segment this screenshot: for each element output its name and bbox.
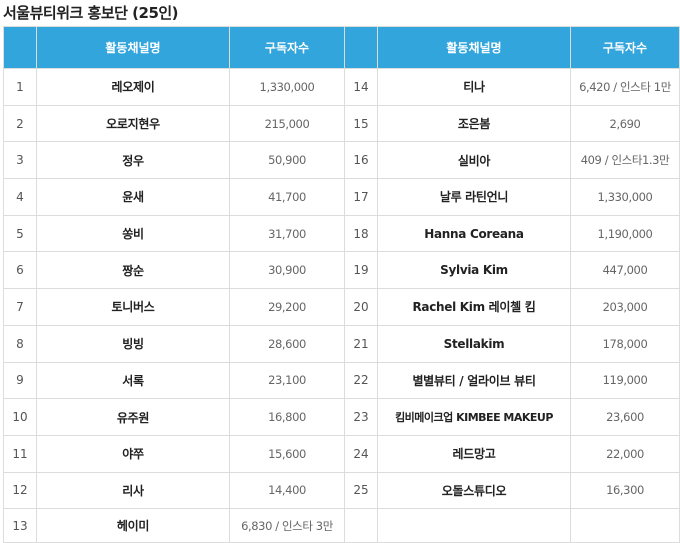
subscriber-count: 447,000 <box>570 251 680 290</box>
row-number: 9 <box>3 361 37 400</box>
subscriber-count: 178,000 <box>570 324 680 363</box>
table-row: 10 유주원 16,800 23 킴비메이크업 KIMBEE MAKEUP 23… <box>3 398 680 436</box>
subscriber-count: 1,330,000 <box>229 68 345 106</box>
row-number: 8 <box>3 324 37 363</box>
channel-name: Rachel Kim 레이첼 킴 <box>377 288 571 326</box>
subscriber-count: 16,300 <box>570 471 680 510</box>
subscriber-count: 15,600 <box>229 434 345 473</box>
subscriber-count: 203,000 <box>570 288 680 326</box>
channel-name: Hanna Coreana <box>377 214 571 253</box>
row-number: 24 <box>344 434 378 473</box>
table-row: 11 야쭈 15,600 24 레드망고 22,000 <box>3 434 680 473</box>
channel-name: 정우 <box>36 141 230 180</box>
channel-name: 레오제이 <box>36 68 230 106</box>
channel-name: Stellakim <box>377 324 571 363</box>
header-channel-left: 활동채널명 <box>36 26 230 69</box>
empty-cell <box>570 508 680 543</box>
subscriber-count: 1,190,000 <box>570 214 680 253</box>
row-number: 19 <box>344 251 378 290</box>
header-number-right <box>344 26 378 69</box>
subscriber-count: 409 / 인스타1.3만 <box>570 141 680 180</box>
channel-name: 짱순 <box>36 251 230 290</box>
row-number: 11 <box>3 434 37 473</box>
channel-name: 조은봄 <box>377 104 571 143</box>
row-number: 25 <box>344 471 378 510</box>
header-subscribers-left: 구독자수 <box>229 26 345 69</box>
subscriber-count: 23,600 <box>570 398 680 436</box>
subscriber-count: 215,000 <box>229 104 345 143</box>
channel-name: Sylvia Kim <box>377 251 571 290</box>
header-channel-right: 활동채널명 <box>377 26 571 69</box>
channel-name: 킴비메이크업 KIMBEE MAKEUP <box>377 398 571 436</box>
channel-name: 실비아 <box>377 141 571 180</box>
row-number: 15 <box>344 104 378 143</box>
row-number: 16 <box>344 141 378 180</box>
table-header-row: 활동채널명 구독자수 활동채널명 구독자수 <box>3 26 680 69</box>
row-number: 7 <box>3 288 37 326</box>
row-number: 13 <box>3 508 37 543</box>
channel-name: 쏭비 <box>36 214 230 253</box>
table-row: 8 빙빙 28,600 21 Stellakim 178,000 <box>3 324 680 363</box>
channel-name: 서록 <box>36 361 230 400</box>
channel-name: 빙빙 <box>36 324 230 363</box>
channel-name: 오로지현우 <box>36 104 230 143</box>
row-number: 2 <box>3 104 37 143</box>
table-row: 1 레오제이 1,330,000 14 티나 6,420 / 인스타 1만 <box>3 68 680 106</box>
row-number: 23 <box>344 398 378 436</box>
channel-name: 헤이미 <box>36 508 230 543</box>
subscriber-count: 31,700 <box>229 214 345 253</box>
row-number: 12 <box>3 471 37 510</box>
promoter-table: 활동채널명 구독자수 활동채널명 구독자수 1 레오제이 1,330,000 1… <box>3 26 680 543</box>
header-number-left <box>3 26 37 69</box>
channel-name: 레드망고 <box>377 434 571 473</box>
channel-name: 날루 라틴언니 <box>377 178 571 216</box>
row-number: 4 <box>3 178 37 216</box>
table-row: 13 헤이미 6,830 / 인스타 3만 <box>3 508 680 543</box>
subscriber-count: 2,690 <box>570 104 680 143</box>
subscriber-count: 16,800 <box>229 398 345 436</box>
row-number: 14 <box>344 68 378 106</box>
subscriber-count: 29,200 <box>229 288 345 326</box>
subscriber-count: 23,100 <box>229 361 345 400</box>
row-number: 10 <box>3 398 37 436</box>
channel-name: 토니버스 <box>36 288 230 326</box>
row-number: 20 <box>344 288 378 326</box>
table-row: 3 정우 50,900 16 실비아 409 / 인스타1.3만 <box>3 141 680 180</box>
subscriber-count: 50,900 <box>229 141 345 180</box>
row-number: 18 <box>344 214 378 253</box>
row-number: 1 <box>3 68 37 106</box>
page-title: 서울뷰티위크 홍보단 (25인) <box>3 4 179 22</box>
table-row: 6 짱순 30,900 19 Sylvia Kim 447,000 <box>3 251 680 290</box>
channel-name: 별별뷰티 / 얼라이브 뷰티 <box>377 361 571 400</box>
table-row: 7 토니버스 29,200 20 Rachel Kim 레이첼 킴 203,00… <box>3 288 680 326</box>
subscriber-count: 119,000 <box>570 361 680 400</box>
header-subscribers-right: 구독자수 <box>570 26 680 69</box>
row-number: 3 <box>3 141 37 180</box>
channel-name: 윤새 <box>36 178 230 216</box>
row-number: 21 <box>344 324 378 363</box>
row-number: 5 <box>3 214 37 253</box>
subscriber-count: 30,900 <box>229 251 345 290</box>
subscriber-count: 1,330,000 <box>570 178 680 216</box>
channel-name: 야쭈 <box>36 434 230 473</box>
subscriber-count: 6,420 / 인스타 1만 <box>570 68 680 106</box>
table-row: 4 윤새 41,700 17 날루 라틴언니 1,330,000 <box>3 178 680 216</box>
subscriber-count: 22,000 <box>570 434 680 473</box>
subscriber-count: 41,700 <box>229 178 345 216</box>
empty-cell <box>377 508 571 543</box>
table-row: 12 리사 14,400 25 오돌스튜디오 16,300 <box>3 471 680 510</box>
subscriber-count: 14,400 <box>229 471 345 510</box>
channel-name: 오돌스튜디오 <box>377 471 571 510</box>
table-row: 5 쏭비 31,700 18 Hanna Coreana 1,190,000 <box>3 214 680 253</box>
row-number: 22 <box>344 361 378 400</box>
channel-name: 유주원 <box>36 398 230 436</box>
channel-name: 리사 <box>36 471 230 510</box>
table-row: 9 서록 23,100 22 별별뷰티 / 얼라이브 뷰티 119,000 <box>3 361 680 400</box>
row-number: 6 <box>3 251 37 290</box>
channel-name: 티나 <box>377 68 571 106</box>
table-row: 2 오로지현우 215,000 15 조은봄 2,690 <box>3 104 680 143</box>
row-number: 17 <box>344 178 378 216</box>
subscriber-count: 28,600 <box>229 324 345 363</box>
